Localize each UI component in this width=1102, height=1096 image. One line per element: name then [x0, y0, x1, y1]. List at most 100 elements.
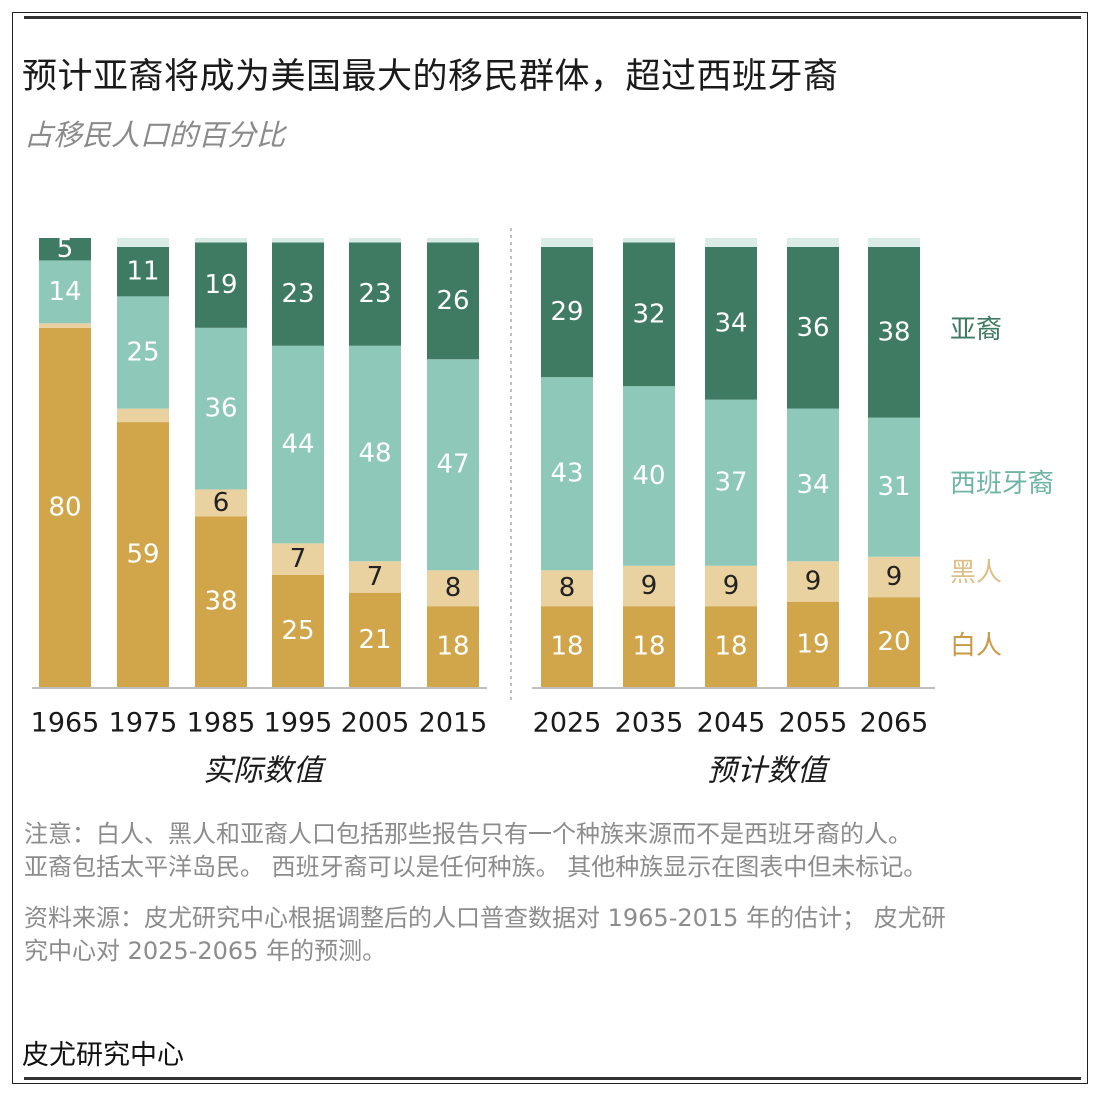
x-tick-1995: 1995 — [264, 708, 333, 739]
bar-white-1995 — [272, 574, 324, 687]
bar-other-1995 — [272, 238, 324, 243]
bar-asian-2005 — [349, 242, 401, 346]
x-tick-2065: 2065 — [860, 708, 929, 739]
bar-asian-1975 — [117, 246, 169, 297]
bar-other-2045 — [705, 238, 757, 247]
data-label-white-1975: 59 — [126, 540, 159, 570]
data-label-hispanic-2015: 47 — [436, 450, 469, 480]
x-tick-2025: 2025 — [533, 708, 602, 739]
data-label-black-2035: 9 — [641, 571, 658, 601]
note-line-1: 注意：白人、黑人和亚裔人口包括那些报告只有一个种族来源而不是西班牙裔的人。 — [24, 820, 912, 848]
bar-white-2005 — [349, 592, 401, 687]
x-tick-2045: 2045 — [697, 708, 766, 739]
bar-asian-1985 — [195, 242, 247, 328]
chart-note: 注意：白人、黑人和亚裔人口包括那些报告只有一个种族来源而不是西班牙裔的人。 亚裔… — [24, 818, 1074, 884]
bar-other-1985 — [195, 238, 247, 243]
data-label-white-2055: 19 — [796, 629, 829, 659]
bar-black-2045 — [705, 565, 757, 607]
chart-frame — [12, 12, 1088, 1084]
data-label-hispanic-1975: 25 — [126, 337, 159, 367]
bar-white-2015 — [427, 606, 479, 687]
bar-asian-2025 — [541, 246, 593, 378]
x-tick-2015: 2015 — [419, 708, 488, 739]
data-label-white-2045: 18 — [714, 632, 747, 662]
x-tick-2035: 2035 — [615, 708, 684, 739]
data-label-asian-1985: 19 — [204, 270, 237, 300]
bar-hispanic-1965 — [39, 260, 91, 324]
group-label-0: 实际数值 — [203, 754, 327, 789]
bar-black-2035 — [623, 565, 675, 607]
bar-black-2015 — [427, 570, 479, 607]
data-label-hispanic-1985: 36 — [204, 394, 237, 424]
legend-hispanic: 西班牙裔 — [950, 469, 1054, 499]
bar-white-1965 — [39, 327, 91, 687]
source-line-2: 究中心对 2025-2065 年的预测。 — [24, 937, 387, 965]
bar-asian-2055 — [787, 246, 839, 409]
bar-hispanic-2055 — [787, 408, 839, 562]
bar-black-1965 — [39, 323, 91, 328]
data-label-black-2055: 9 — [805, 566, 822, 596]
bar-asian-1965 — [39, 238, 91, 261]
data-label-hispanic-2035: 40 — [632, 461, 665, 491]
x-tick-2055: 2055 — [779, 708, 848, 739]
chart-title: 预计亚裔将成为美国最大的移民群体，超过西班牙裔 — [22, 57, 839, 97]
data-label-hispanic-1995: 44 — [281, 430, 314, 460]
bar-hispanic-2035 — [623, 386, 675, 566]
data-label-black-2065: 9 — [886, 562, 903, 592]
x-tick-1975: 1975 — [109, 708, 178, 739]
data-label-asian-1975: 11 — [126, 257, 159, 287]
stacked-bar-chart: 8014519655925111975386361919852574423199… — [31, 228, 1054, 789]
data-label-white-2005: 21 — [358, 625, 391, 655]
data-label-black-1985: 6 — [213, 488, 230, 518]
bar-hispanic-2005 — [349, 345, 401, 562]
note-line-2: 亚裔包括太平洋岛民。 西班牙裔可以是任何种族。 其他种族显示在图表中但未标记。 — [24, 853, 928, 881]
bar-black-2025 — [541, 570, 593, 607]
data-label-white-2025: 18 — [550, 632, 583, 662]
data-label-white-1985: 38 — [204, 587, 237, 617]
x-tick-1965: 1965 — [31, 708, 100, 739]
bar-hispanic-1985 — [195, 327, 247, 490]
data-label-asian-1965: 5 — [57, 234, 74, 264]
x-tick-1985: 1985 — [187, 708, 256, 739]
data-label-hispanic-2045: 37 — [714, 468, 747, 498]
bar-other-2025 — [541, 238, 593, 247]
chart-source: 资料来源：皮尤研究中心根据调整后的人口普查数据对 1965-2015 年的估计；… — [24, 902, 1074, 968]
bar-black-1985 — [195, 489, 247, 517]
x-tick-2005: 2005 — [341, 708, 410, 739]
bar-other-2035 — [623, 238, 675, 243]
bar-white-2065 — [868, 597, 920, 687]
bar-asian-1995 — [272, 242, 324, 346]
data-label-hispanic-2025: 43 — [550, 459, 583, 489]
group-label-1: 预计数值 — [707, 754, 831, 789]
data-label-black-2025: 8 — [559, 573, 576, 603]
data-label-asian-2005: 23 — [358, 279, 391, 309]
bar-other-1975 — [117, 238, 169, 247]
data-label-asian-2025: 29 — [550, 297, 583, 327]
bar-asian-2035 — [623, 242, 675, 387]
data-label-hispanic-2065: 31 — [877, 472, 910, 502]
bar-white-1985 — [195, 516, 247, 687]
bar-white-2055 — [787, 601, 839, 687]
data-label-white-1965: 80 — [48, 492, 81, 522]
bar-other-2055 — [787, 238, 839, 247]
bar-asian-2015 — [427, 242, 479, 360]
data-label-asian-2015: 26 — [436, 286, 469, 316]
bar-hispanic-2045 — [705, 399, 757, 566]
data-label-white-2015: 18 — [436, 632, 469, 662]
data-label-asian-2055: 36 — [796, 313, 829, 343]
bar-other-2015 — [427, 238, 479, 243]
legend-asian: 亚裔 — [950, 315, 1002, 345]
bar-asian-2045 — [705, 246, 757, 400]
data-label-black-2045: 9 — [723, 571, 740, 601]
data-label-asian-2035: 32 — [632, 299, 665, 329]
bar-other-2005 — [349, 238, 401, 243]
source-line-1: 资料来源：皮尤研究中心根据调整后的人口普查数据对 1965-2015 年的估计；… — [24, 904, 946, 932]
legend-white: 白人 — [950, 631, 1002, 661]
bar-black-1975 — [117, 408, 169, 423]
bottom-rule — [24, 1077, 1081, 1080]
data-label-white-2065: 20 — [877, 627, 910, 657]
chart-subtitle: 占移民人口的百分比 — [24, 118, 286, 152]
data-label-black-2005: 7 — [367, 562, 384, 592]
data-label-asian-2045: 34 — [714, 308, 747, 338]
legend-black: 黑人 — [950, 558, 1002, 588]
